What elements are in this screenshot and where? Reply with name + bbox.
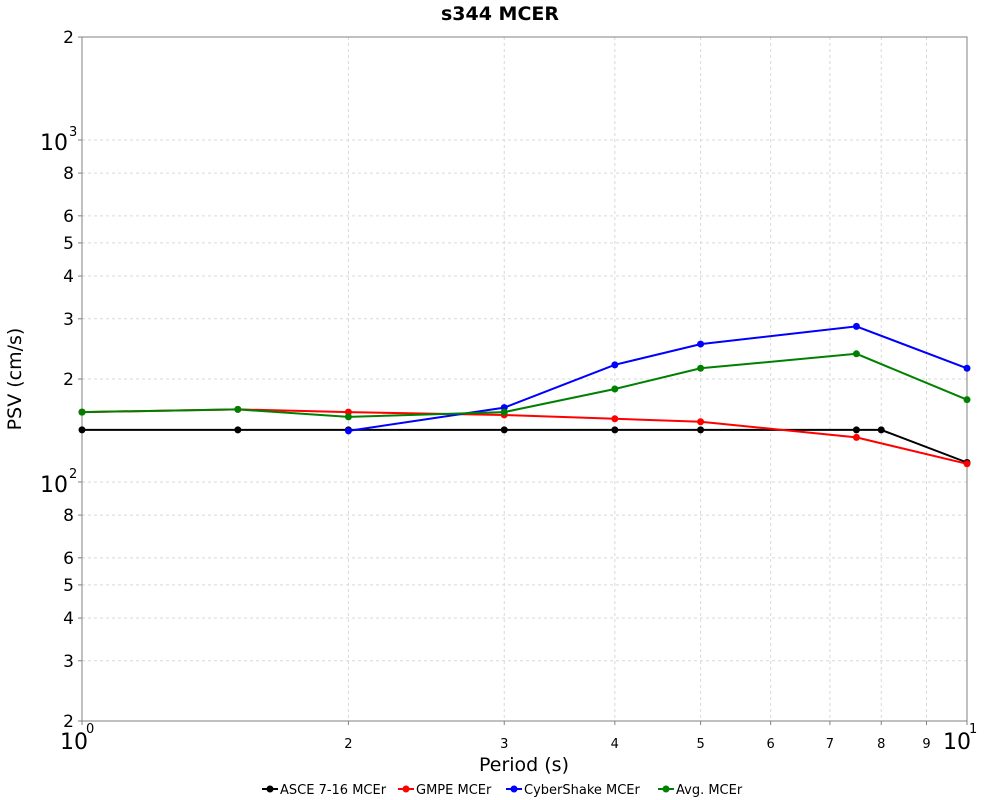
y-tick-exponent: 2 [69, 467, 77, 482]
y-tick-label: 5 [63, 576, 74, 596]
data-point [611, 385, 619, 393]
legend-item: Avg. MCEr [658, 783, 743, 798]
legend-label: GMPE MCEr [416, 783, 492, 798]
data-point [234, 405, 242, 413]
x-tick-label: 8 [877, 737, 885, 752]
x-tick-label: 10 [60, 730, 88, 755]
data-point [78, 408, 86, 416]
y-tick-label: 4 [63, 267, 74, 287]
data-point [697, 426, 705, 434]
y-tick-label: 8 [63, 164, 74, 184]
legend-swatch-marker [266, 785, 274, 793]
y-tick-label: 4 [63, 609, 74, 629]
data-point [234, 426, 242, 434]
grid-lines [82, 37, 967, 721]
x-axis-label: Period (s) [479, 754, 569, 776]
x-tick-label: 5 [696, 737, 704, 752]
y-tick-label: 6 [63, 549, 74, 569]
y-tick-label: 2 [63, 28, 74, 48]
legend-item: ASCE 7-16 MCEr [262, 783, 387, 798]
legend-item: CyberShake MCEr [506, 783, 641, 798]
legend-swatch-marker [662, 785, 670, 793]
y-tick-label: 8 [63, 506, 74, 526]
chart-title: s344 MCER [441, 3, 559, 25]
data-point [78, 426, 86, 434]
legend-swatch-marker [402, 785, 410, 793]
data-point [611, 426, 619, 434]
data-point [611, 415, 619, 423]
data-point [852, 322, 860, 330]
x-tick-exponent: 0 [86, 722, 94, 737]
x-tick-label: 10 [943, 730, 971, 755]
data-point [697, 340, 705, 348]
y-axis-label: PSV (cm/s) [4, 328, 26, 431]
data-point [963, 460, 971, 468]
x-tick-exponent: 1 [969, 722, 977, 737]
data-point [611, 361, 619, 369]
legend-label: CyberShake MCEr [524, 783, 641, 798]
series-1 [78, 405, 971, 468]
legend: ASCE 7-16 MCEr GMPE MCEr CyberShake MCEr Av… [262, 783, 743, 798]
y-tick-label: 5 [63, 234, 74, 254]
data-point [697, 364, 705, 372]
series-3 [78, 350, 971, 421]
series-line [348, 325, 968, 432]
series-0 [78, 426, 971, 466]
data-point [697, 418, 705, 426]
y-tick-label: 2 [63, 370, 74, 390]
data-point [852, 433, 860, 441]
legend-swatch-marker [510, 785, 518, 793]
y-tick-label: 6 [63, 207, 74, 227]
legend-label: ASCE 7-16 MCEr [280, 783, 387, 798]
x-tick-label: 6 [767, 737, 775, 752]
y-tick-label: 3 [63, 310, 74, 330]
data-point [344, 413, 352, 421]
y-tick-label: 10 [40, 473, 68, 498]
x-tick-label: 3 [500, 737, 508, 752]
data-point [852, 350, 860, 358]
data-point [877, 426, 885, 434]
x-tick-label: 4 [611, 737, 619, 752]
data-point [500, 426, 508, 434]
data-point [963, 364, 971, 372]
series-layer [78, 322, 971, 468]
y-tick-label: 2 [63, 712, 74, 732]
y-tick-label: 10 [40, 131, 68, 156]
legend-item: GMPE MCEr [398, 783, 492, 798]
series-line [81, 352, 968, 418]
y-tick-exponent: 3 [69, 125, 77, 140]
series-line [81, 408, 968, 465]
data-point [963, 396, 971, 404]
legend-label: Avg. MCEr [676, 783, 743, 798]
data-point [344, 427, 352, 435]
x-tick-label: 7 [826, 737, 834, 752]
x-tick-label: 9 [922, 737, 930, 752]
data-point [500, 408, 508, 416]
y-tick-label: 3 [63, 652, 74, 672]
data-point [852, 426, 860, 434]
x-tick-label: 2 [344, 737, 352, 752]
